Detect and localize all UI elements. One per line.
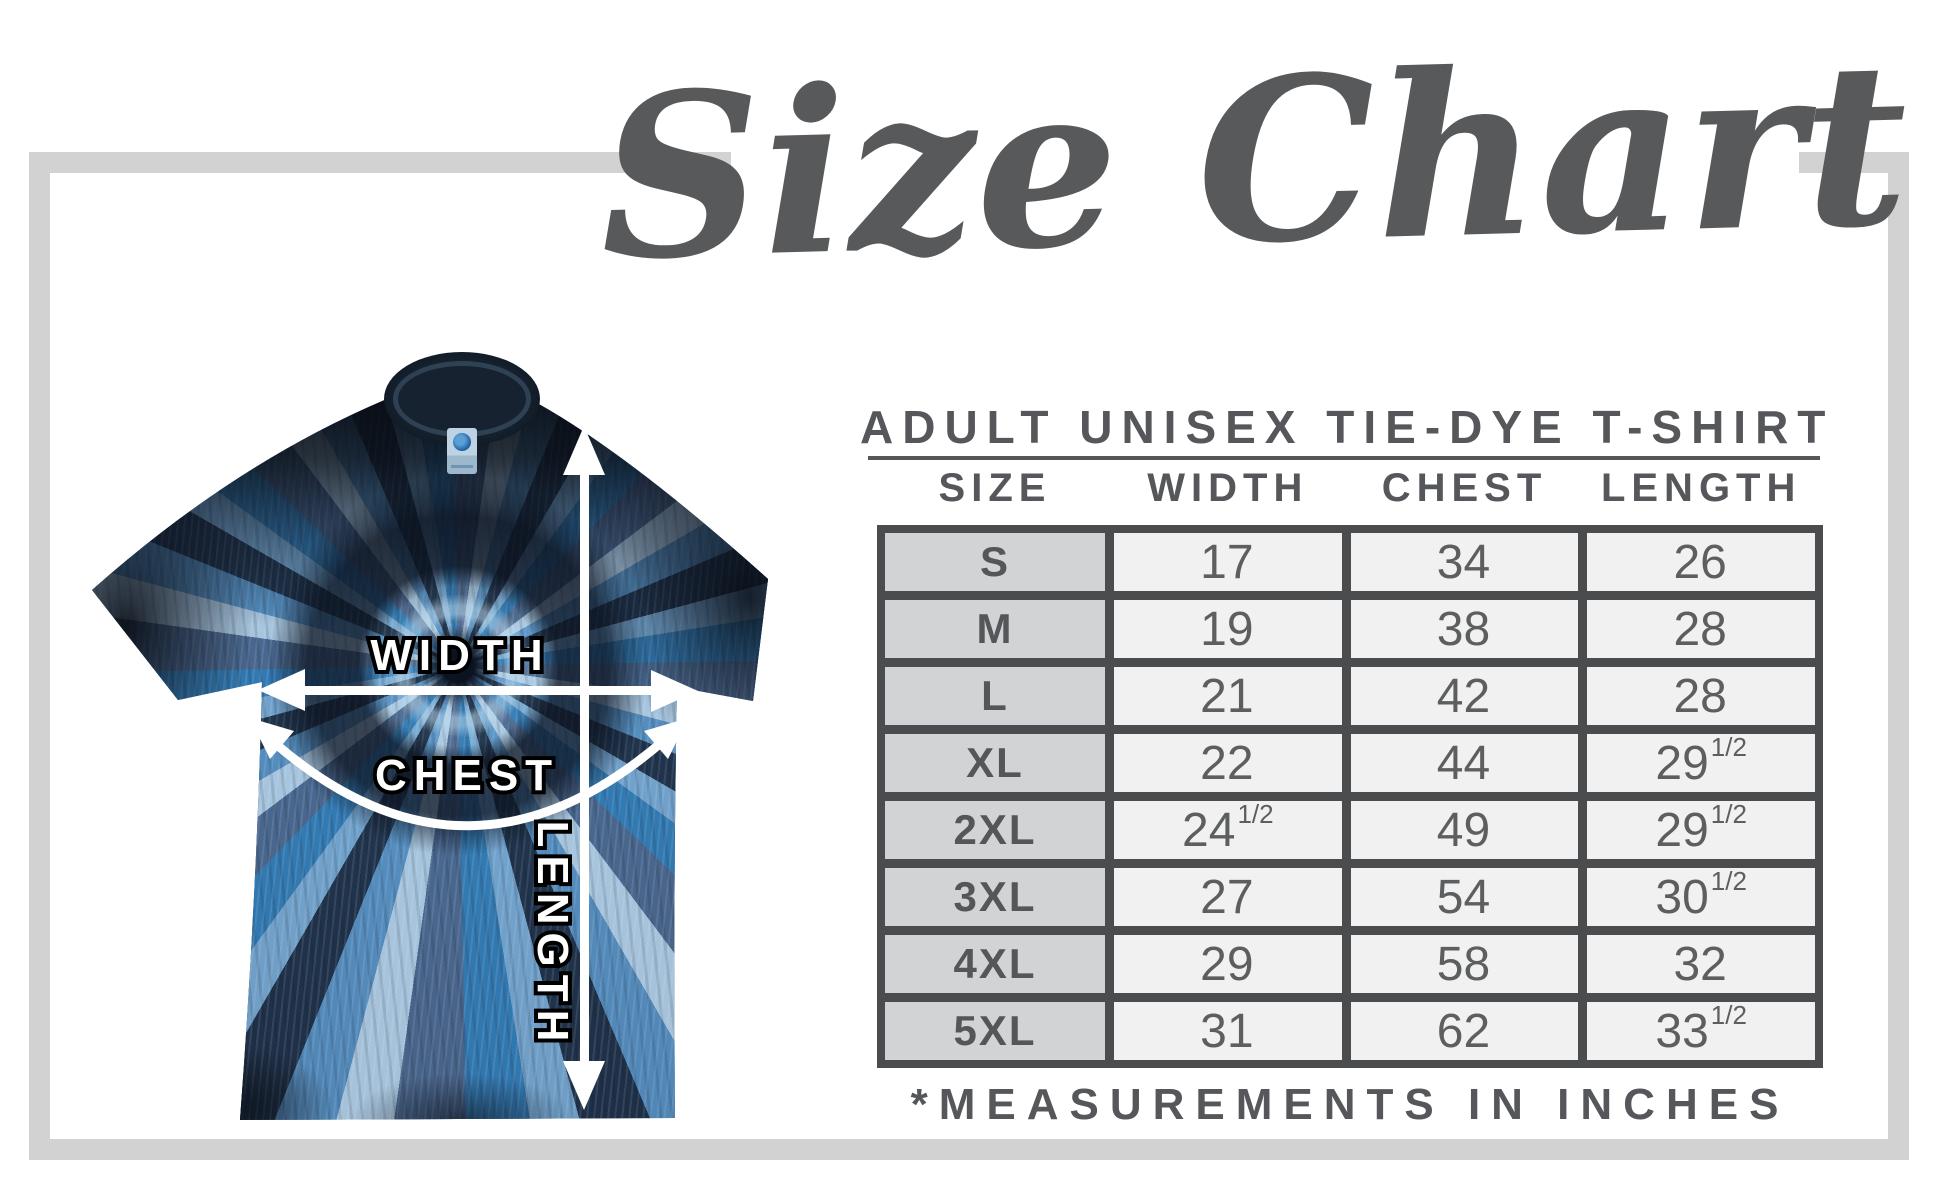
- width-label: WIDTH: [370, 631, 549, 680]
- width-value: 22: [1114, 734, 1342, 792]
- width-value: 29: [1114, 935, 1342, 993]
- value-main: 24: [1182, 803, 1236, 857]
- chest-value: 49: [1350, 801, 1579, 859]
- chest-value: 38: [1350, 600, 1579, 658]
- chest-value: 54: [1350, 868, 1579, 926]
- frame-border-top-right: [1799, 152, 1909, 173]
- value-main: 32: [1673, 937, 1727, 991]
- size-cell: 5XL: [885, 1002, 1105, 1060]
- width-value: 31: [1114, 1002, 1342, 1060]
- size-cell: S: [885, 533, 1105, 591]
- chest-value: 42: [1350, 667, 1579, 725]
- value-main: 22: [1200, 736, 1254, 790]
- length-value: 28: [1587, 667, 1815, 725]
- value-main: 21: [1200, 669, 1254, 723]
- shirt-collar-tag: [447, 428, 477, 474]
- frame-border-left: [29, 152, 50, 1160]
- value-frac: 1/2: [1710, 798, 1747, 829]
- width-value: 17: [1114, 533, 1342, 591]
- column-header-width: WIDTH: [1147, 466, 1309, 510]
- value-main: 29: [1200, 937, 1254, 991]
- length-value: 32: [1587, 935, 1815, 993]
- chest-value: 34: [1350, 533, 1579, 591]
- width-value: 21: [1114, 667, 1342, 725]
- tie-dye-shirt-photo: [85, 393, 770, 1122]
- table-column-headers: SIZE WIDTH CHEST LENGTH: [877, 466, 1823, 511]
- value-main: 17: [1200, 535, 1254, 589]
- chest-value: 62: [1350, 1002, 1579, 1060]
- value-main: 34: [1436, 535, 1491, 589]
- value-main: 42: [1436, 669, 1491, 723]
- length-value: 30 1/2: [1587, 865, 1815, 926]
- size-cell: 4XL: [885, 935, 1105, 993]
- column-header-chest: CHEST: [1381, 466, 1548, 510]
- chest-arrow: [250, 718, 688, 831]
- length-value: 28: [1587, 600, 1815, 658]
- heading-underline: [868, 456, 1820, 460]
- value-main: 27: [1200, 870, 1254, 924]
- frame-border-top-left: [29, 152, 731, 173]
- page-title: Size Chart: [596, 12, 1911, 312]
- size-cell: M: [885, 600, 1105, 658]
- value-main: 30: [1655, 870, 1709, 924]
- value-main: 54: [1436, 870, 1491, 924]
- length-arrow: [563, 426, 605, 1110]
- value-main: 62: [1436, 1004, 1491, 1058]
- width-value: 19: [1114, 600, 1342, 658]
- value-main: 49: [1436, 803, 1491, 857]
- length-value: 26: [1587, 533, 1815, 591]
- value-frac: 1/2: [1710, 865, 1747, 896]
- value-frac: 1/2: [1710, 999, 1747, 1030]
- width-arrow: [258, 669, 698, 712]
- value-main: 26: [1673, 535, 1727, 589]
- width-value: 27: [1114, 868, 1342, 926]
- frame-border-right: [1888, 152, 1909, 1160]
- value-main: 58: [1436, 937, 1491, 991]
- length-value: 29 1/2: [1587, 731, 1815, 792]
- size-cell: L: [885, 667, 1105, 725]
- chest-value: 44: [1350, 734, 1579, 792]
- value-main: 28: [1673, 602, 1727, 656]
- size-table: S 17 34 26 M 19 38 28 L 21 42 28 XL 22 4…: [877, 525, 1823, 1068]
- column-header-length: LENGTH: [1600, 466, 1802, 510]
- value-main: 29: [1655, 803, 1709, 857]
- length-value: 29 1/2: [1587, 798, 1815, 859]
- column-header-size: SIZE: [938, 466, 1052, 510]
- width-value: 24 1/2: [1114, 798, 1342, 859]
- frame-border-bottom: [29, 1139, 1909, 1160]
- chest-value: 58: [1350, 935, 1579, 993]
- size-cell: 2XL: [885, 801, 1105, 859]
- value-main: 44: [1436, 736, 1491, 790]
- length-label: LENGTH: [528, 821, 577, 1050]
- value-main: 38: [1436, 602, 1491, 656]
- size-cell: XL: [885, 734, 1105, 792]
- value-main: 31: [1200, 1004, 1254, 1058]
- product-heading: ADULT UNISEX TIE-DYE T-SHIRT: [860, 401, 1835, 453]
- value-frac: 1/2: [1237, 798, 1274, 829]
- measurement-note: *MEASUREMENTS IN INCHES: [910, 1080, 1790, 1129]
- value-main: 28: [1673, 669, 1727, 723]
- value-main: 19: [1200, 602, 1254, 656]
- chest-label: CHEST: [375, 751, 559, 800]
- value-frac: 1/2: [1710, 731, 1747, 762]
- value-main: 33: [1655, 1004, 1709, 1058]
- length-value: 33 1/2: [1587, 999, 1815, 1060]
- size-cell: 3XL: [885, 868, 1105, 926]
- value-main: 29: [1655, 736, 1709, 790]
